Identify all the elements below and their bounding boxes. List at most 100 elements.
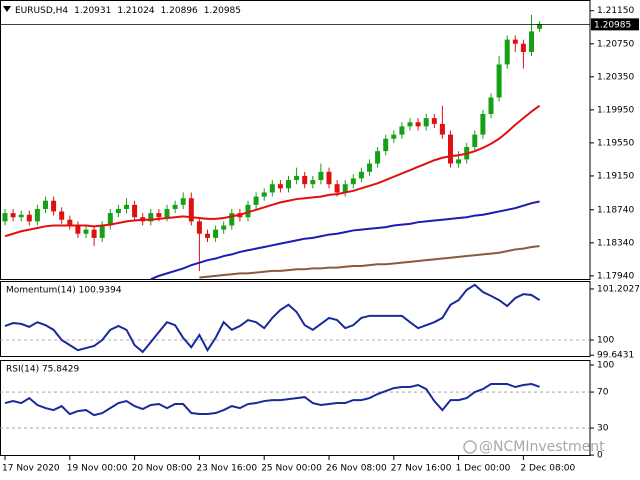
candle-body	[496, 64, 502, 98]
candle-body	[34, 208, 40, 222]
candle-body	[520, 43, 526, 53]
candle-body	[269, 184, 275, 193]
candle-body	[115, 208, 121, 214]
candle-body	[148, 213, 154, 222]
candle-body	[448, 134, 453, 164]
candle-body	[253, 196, 259, 205]
x-tick-label: 20 Nov 08:00	[132, 464, 193, 474]
candle-body	[172, 204, 178, 209]
candle-body	[188, 198, 194, 222]
candle-body	[2, 213, 8, 222]
x-tick-label: 2 Dec 08:00	[520, 464, 575, 474]
y-tick-label: 1.17940	[597, 271, 634, 281]
x-tick-label: 25 Nov 00:00	[261, 464, 322, 474]
last-price-label: 1.20985	[594, 20, 631, 30]
y-tick-label: 1.20350	[597, 72, 634, 82]
candle-body	[358, 171, 364, 179]
moving-average	[199, 245, 540, 279]
y-tick-label: 30	[597, 424, 609, 434]
candle-body	[286, 180, 291, 189]
candle-body	[488, 97, 494, 114]
candle-body	[334, 184, 340, 193]
candle-body	[205, 233, 210, 238]
candle-body	[245, 204, 251, 218]
y-tick-label: 0	[597, 451, 603, 461]
candle-body	[10, 213, 16, 218]
y-tick-label: 100	[597, 336, 614, 346]
candle-body	[326, 171, 332, 185]
candle-body	[415, 122, 421, 127]
candle-body	[310, 180, 316, 185]
y-tick-label: 99.6431	[597, 351, 634, 361]
candle-body	[91, 229, 97, 238]
candle-body	[59, 211, 65, 220]
ohlc-value: 1.20985	[204, 6, 241, 16]
indicator-title: RSI(14) 75.8429	[6, 365, 79, 375]
candle-body	[221, 225, 227, 230]
y-tick-label: 70	[597, 388, 609, 398]
y-tick-label: 100	[597, 361, 614, 371]
candle-body	[99, 225, 105, 238]
chart-title: EURUSD,H4 1.20931 1.21024 1.20896 1.20985	[15, 6, 241, 16]
candle-body	[480, 113, 486, 135]
candle-body	[261, 192, 267, 197]
x-tick-label: 1 Dec 00:00	[456, 464, 511, 474]
candle-body	[407, 122, 413, 127]
candle-body	[350, 178, 356, 185]
menu-triangle	[3, 6, 11, 12]
y-tick-label: 1.18340	[597, 238, 634, 248]
candle-body	[431, 118, 437, 124]
ohlc-value: 1.20931	[74, 6, 111, 16]
symbol: EURUSD,H4	[15, 6, 68, 16]
watermark: @NCMInvestment	[479, 439, 605, 455]
watermark-icon	[463, 440, 477, 454]
candle-body	[383, 138, 389, 152]
candle-body	[229, 213, 235, 226]
candle-body	[456, 159, 462, 164]
candle-body	[164, 208, 170, 218]
candle-body	[132, 204, 138, 218]
candle-body	[196, 221, 202, 234]
moving-average	[150, 200, 540, 281]
x-tick-label: 27 Nov 16:00	[391, 464, 452, 474]
panel-frame	[0, 360, 591, 456]
candle-body	[472, 134, 478, 148]
last-price-box	[591, 18, 639, 31]
candle-body	[367, 163, 372, 172]
candle-body	[294, 175, 300, 181]
candle-body	[107, 213, 113, 226]
indicator-line	[4, 383, 540, 417]
y-tick-label: 101.2027	[597, 284, 640, 294]
y-tick-label: 1.21150	[597, 6, 634, 16]
y-tick-label: 1.20750	[597, 39, 634, 49]
candle-body	[529, 31, 534, 53]
candle-body	[318, 171, 324, 181]
candle-body	[51, 200, 57, 212]
candle-body	[124, 204, 129, 209]
candle-body	[180, 198, 186, 205]
y-tick-label: 1.18740	[597, 205, 634, 215]
candle-body	[399, 126, 405, 135]
ohlc-value: 1.21024	[117, 6, 154, 16]
candle-body	[537, 24, 543, 29]
ohlc-value: 1.20896	[161, 6, 198, 16]
x-tick-label: 26 Nov 08:00	[326, 464, 387, 474]
panel-frame	[0, 0, 591, 280]
candle-body	[213, 229, 219, 238]
candle-body	[75, 225, 81, 234]
candle-body	[277, 184, 283, 189]
candle-body	[512, 39, 518, 44]
candle-body	[342, 184, 348, 193]
x-tick-label: 19 Nov 00:00	[67, 464, 128, 474]
x-tick-label: 17 Nov 2020	[2, 464, 60, 474]
candle-body	[439, 123, 445, 135]
candle-body	[391, 134, 397, 139]
panel-frame	[0, 281, 591, 357]
x-tick-label: 23 Nov 16:00	[196, 464, 257, 474]
candle-body	[375, 151, 381, 164]
candle-body	[67, 219, 73, 226]
y-tick-label: 1.19550	[597, 138, 634, 148]
candle-body	[504, 39, 510, 65]
y-tick-label: 1.19150	[597, 171, 634, 181]
candle-body	[18, 214, 24, 218]
